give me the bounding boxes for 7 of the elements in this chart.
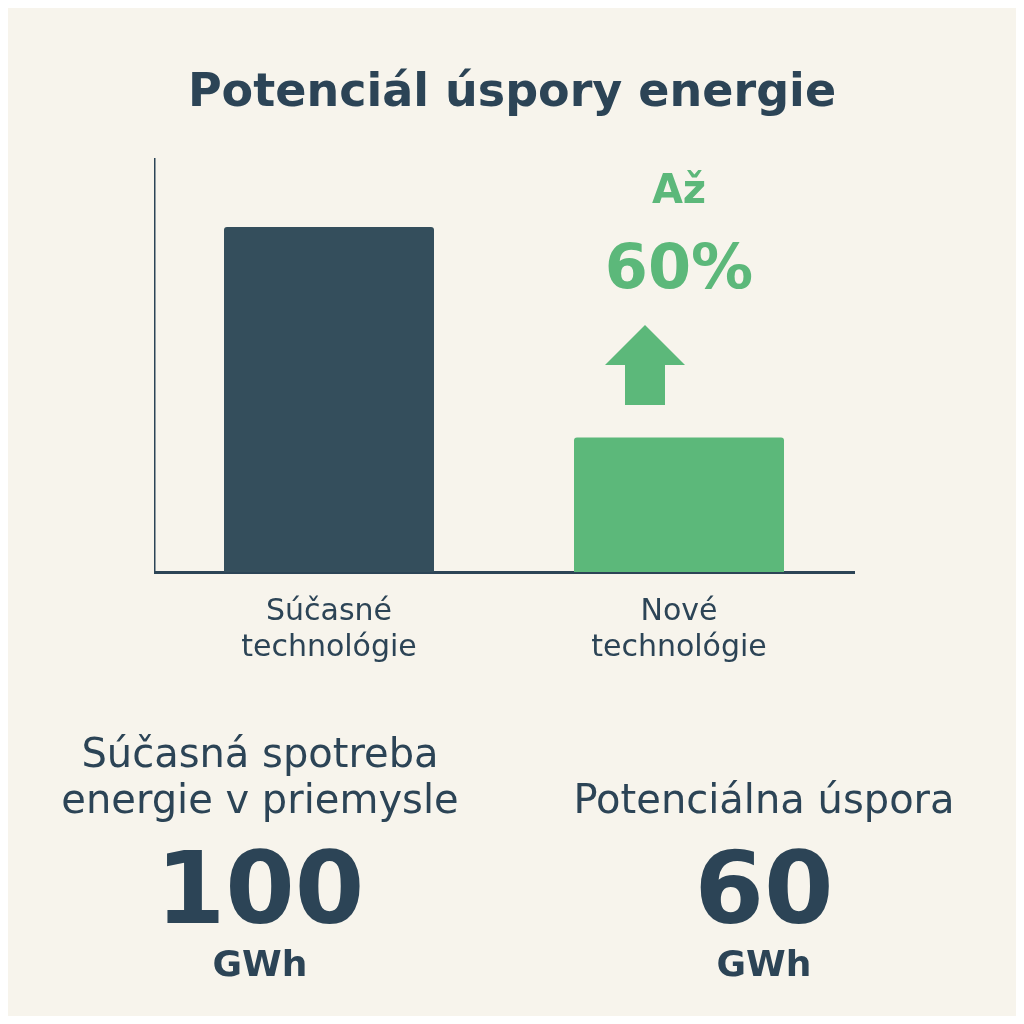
text: Súčasná spotreba energie v priemysle — [60, 730, 460, 822]
chart-title: Potenciál úspory energie — [186, 63, 838, 117]
text: Potenciálna úspora — [573, 776, 955, 822]
x-tick-label: Nové technológie — [591, 591, 767, 663]
x-tick-label: Súčasné technológie — [241, 591, 417, 663]
annotation: 60% — [604, 230, 754, 303]
text: Až — [651, 166, 707, 212]
